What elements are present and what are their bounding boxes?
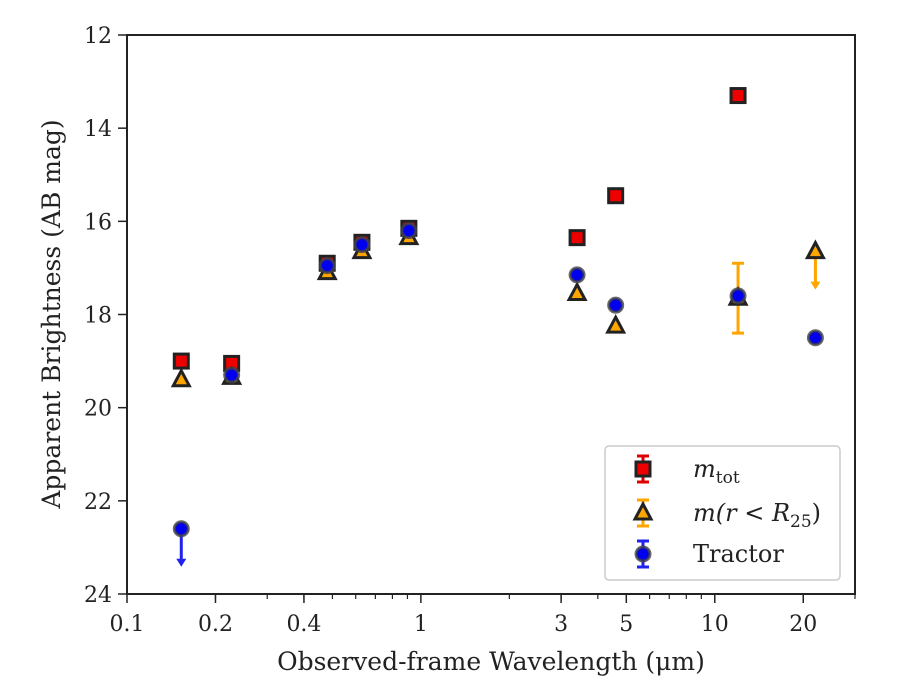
legend-label-mtot: mtot [693,455,740,488]
y-tick-label: 22 [84,490,112,515]
y-tick-label: 12 [84,24,112,49]
x-tick-label: 0.2 [198,612,233,637]
y-tick-label: 24 [84,583,112,608]
point-tractor [318,257,336,275]
x-tick-label: 20 [789,612,817,637]
point-mtot [607,187,625,205]
point-tractor [568,266,586,284]
point-mtot [172,352,190,370]
point-mtot [729,87,747,105]
point-mtot [568,229,586,247]
y-tick-label: 20 [84,397,112,422]
x-tick-label: 0.4 [286,612,321,637]
y-axis-label: Apparent Brightness (AB mag) [37,119,66,509]
point-tractor [806,329,824,347]
legend-marker-tractor [634,545,652,563]
legend-marker-mr25 [632,500,654,521]
legend-label-tractor: Tractor [693,540,784,568]
legend-entry-tractor: Tractor [634,539,784,569]
point-mr25 [170,367,192,388]
y-axis-ticks: 12 14 16 18 20 22 24 [84,24,127,608]
point-mr25 [804,239,826,260]
point-mr25 [605,313,627,334]
point-tractor [172,520,190,538]
point-tractor [353,236,371,254]
x-tick-label: 5 [619,612,633,637]
series-tractor [172,222,824,567]
legend: mtot m(r < R25) Tractor [604,445,841,581]
legend-frame [604,445,841,581]
point-tractor [400,222,418,240]
x-tick-label: 0.1 [110,612,145,637]
legend-entry-mr25: m(r < R25) [632,498,821,532]
point-tractor [607,296,625,314]
x-tick-label: 3 [554,612,568,637]
point-tractor [729,287,747,305]
y-tick-label: 16 [84,210,112,235]
point-tractor [223,366,241,384]
point-mr25 [566,281,588,302]
x-axis-label: Observed-frame Wavelength (μm) [277,647,705,676]
x-axis-ticks: 0.1 0.2 0.4 1 3 5 10 20 [110,594,856,637]
x-tick-label: 10 [701,612,729,637]
y-tick-label: 18 [84,304,112,329]
data-marks [170,87,826,567]
legend-entry-mtot: mtot [634,454,740,488]
legend-marker-mtot [634,460,652,478]
legend-label-mr25: m(r < R25) [693,499,821,532]
y-tick-label: 14 [84,117,112,142]
x-tick-label: 1 [414,612,428,637]
